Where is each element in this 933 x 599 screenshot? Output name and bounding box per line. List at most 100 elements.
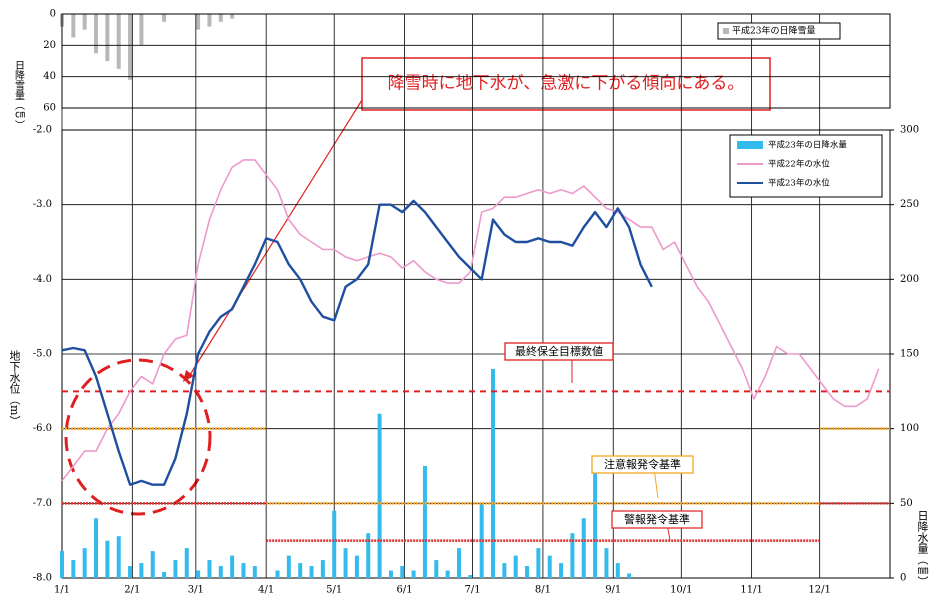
rain-bar — [252, 566, 257, 578]
snow-bar — [218, 14, 223, 22]
rain-bar — [354, 555, 359, 578]
rain-bar — [388, 570, 393, 578]
rain-bar — [94, 518, 99, 578]
x-tick-label: 5/1 — [326, 585, 342, 596]
rain-bar — [218, 566, 223, 578]
rain-bar — [241, 563, 246, 578]
annotation: 降雪時に地下水が、急激に下がる傾向にある。 — [388, 74, 745, 94]
rain-bar — [479, 503, 484, 578]
x-tick-label: 10/1 — [670, 585, 692, 596]
snow-bar — [94, 14, 99, 54]
x-tick-label: 7/1 — [465, 585, 481, 596]
y-tick-label: -3.0 — [33, 199, 52, 210]
callout-label: 注意報発令基準 — [604, 457, 681, 471]
rain-bar — [502, 563, 507, 578]
rain-bar — [275, 570, 280, 578]
rain-bar — [173, 560, 178, 578]
rain-bar — [559, 563, 564, 578]
y2-tick-label: 300 — [900, 125, 919, 136]
annotation-arrow — [183, 370, 194, 382]
callout-pointer — [667, 527, 671, 541]
rain-bar — [309, 566, 314, 578]
y2-tick-label: 250 — [900, 199, 919, 210]
snow-bar — [162, 14, 167, 22]
rain-bar — [320, 560, 325, 578]
y-tick-label: -7.0 — [33, 498, 52, 509]
callout-box — [611, 510, 703, 529]
y-axis-label: 地下水位（m） — [8, 350, 21, 427]
rain-bar — [377, 413, 382, 578]
rain-bar — [184, 548, 189, 578]
water-level-line — [61, 159, 880, 482]
rain-bar — [627, 573, 632, 578]
legend-box — [717, 22, 841, 40]
rain-bar — [60, 551, 64, 578]
snow-y-label: 日降雪量（㎝） — [13, 60, 25, 130]
legend-label: 平成22年の水位 — [768, 159, 830, 170]
x-tick-label: 1/1 — [54, 585, 70, 596]
rain-bar — [82, 548, 87, 578]
rain-bar — [116, 536, 121, 578]
rain-bar — [298, 563, 303, 578]
rain-bar — [286, 555, 291, 578]
snow-bar — [71, 14, 76, 38]
y2-axis-label: 日降水量（㎜） — [916, 510, 929, 587]
rain-bar — [536, 548, 541, 578]
rain-bar — [434, 560, 439, 578]
rain-bar — [71, 560, 76, 578]
rain-bar — [581, 518, 586, 578]
rain-bar — [604, 548, 609, 578]
y-tick-label: 60 — [43, 103, 56, 114]
rain-bar — [411, 570, 416, 578]
x-tick-label: 9/1 — [605, 585, 621, 596]
y-tick-label: 40 — [43, 71, 56, 82]
y-tick-label: -5.0 — [33, 349, 52, 360]
callout-box — [591, 455, 694, 474]
snow-bar — [230, 14, 235, 19]
rain-bar — [456, 548, 461, 578]
rain-bar — [570, 533, 575, 578]
rain-bar — [615, 563, 620, 578]
rain-bar — [332, 510, 337, 578]
y-tick-label: -8.0 — [33, 573, 52, 584]
callout-label: 警報発令基準 — [624, 512, 690, 526]
rain-bar — [513, 555, 518, 578]
snow-bar — [139, 14, 144, 46]
rain-bar — [196, 570, 201, 578]
x-tick-label: 3/1 — [188, 585, 204, 596]
y-tick-label: 0 — [50, 9, 56, 20]
rain-bar — [150, 551, 155, 578]
rain-bar — [230, 555, 235, 578]
rain-bar — [445, 570, 450, 578]
x-tick-label: 8/1 — [535, 585, 551, 596]
callout-box — [504, 342, 614, 361]
snow-bar — [82, 14, 87, 30]
x-tick-label: 12/1 — [808, 585, 830, 596]
y-tick-label: 20 — [43, 40, 56, 51]
rain-bar — [491, 368, 496, 578]
rain-bar — [547, 555, 552, 578]
x-tick-label: 6/1 — [396, 585, 412, 596]
snow-bar — [196, 14, 201, 30]
legend-label: 平成23年の日降雪量 — [732, 25, 815, 37]
y-tick-label: -4.0 — [33, 274, 52, 285]
y-tick-label: -6.0 — [33, 423, 52, 434]
rain-bar — [400, 566, 405, 578]
rain-bar — [105, 540, 110, 578]
rain-bar — [468, 575, 473, 578]
rain-bar — [162, 572, 167, 578]
rain-bar — [525, 566, 530, 578]
rain-bar — [366, 533, 371, 578]
annotation-box — [361, 57, 771, 111]
rain-bar — [128, 566, 133, 578]
rain-bar — [139, 563, 144, 578]
rain-bar — [207, 560, 212, 578]
snow-bar — [207, 14, 212, 27]
legend-label: 平成23年の日降水量 — [768, 140, 847, 151]
legend-label: 平成23年の水位 — [768, 178, 830, 189]
highlight-ellipse — [64, 358, 212, 516]
rain-bar — [422, 466, 427, 578]
legend-swatch — [737, 141, 763, 149]
y2-tick-label: 50 — [900, 498, 913, 509]
